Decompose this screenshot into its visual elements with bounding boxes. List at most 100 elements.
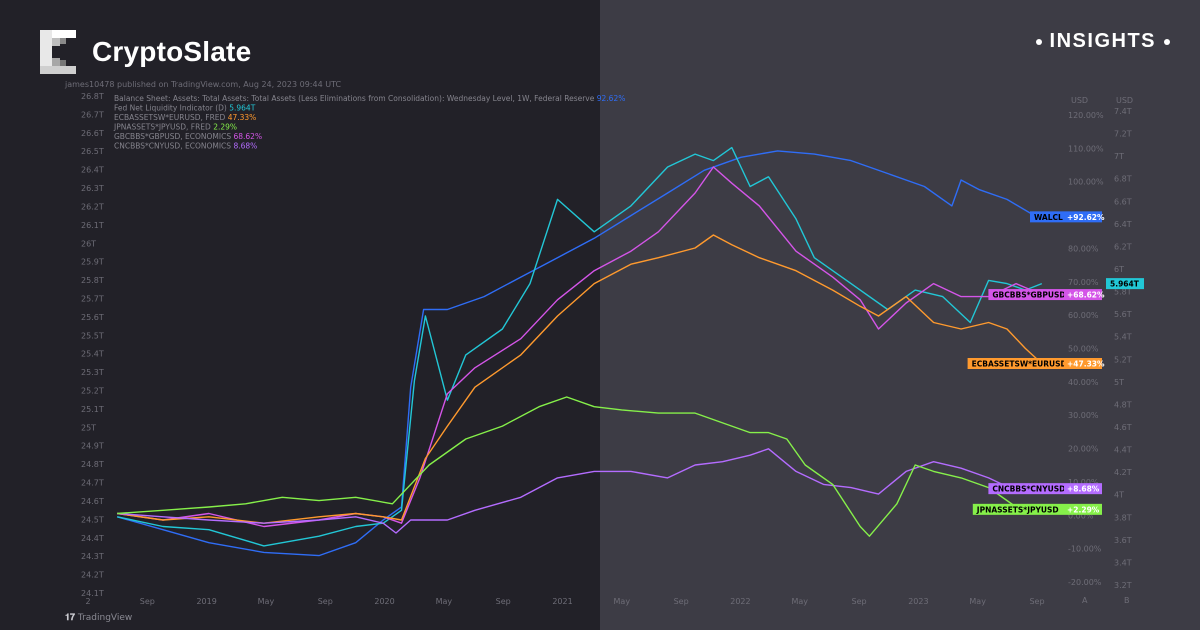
x-axis-tick: 2020 (374, 597, 394, 606)
series-line-2 (117, 166, 1043, 528)
left-axis-tick: 25.5T (81, 331, 104, 340)
absolute-axis-tick: 3.4T (1114, 558, 1132, 567)
brand-name: CryptoSlate (92, 36, 252, 67)
series-tags: WALCL +92.62% 5.964T GBCBBS*GBPUSD +68.62% EC… (967, 211, 1144, 515)
svg-text:JPNASSETS*JPYUSD: JPNASSETS*JPYUSD (976, 505, 1059, 514)
x-axis: 2 Sep 2019 May Sep 2020 May Sep 2021 May Sep 2022 Ma… (85, 597, 1044, 606)
absolute-axis-tick: 6.2T (1114, 242, 1132, 251)
x-axis-tick: May (791, 597, 808, 606)
series-line-4 (117, 448, 1042, 534)
svg-text:+92.62%: +92.62% (1067, 213, 1105, 222)
percent-axis-tick: -10.00% (1068, 545, 1102, 554)
series-line-5 (117, 396, 1042, 537)
series-line-0 (117, 150, 1042, 557)
left-axis: 26.8T 26.7T 26.6T 26.5T 26.4T 26.3T 26.2T 26.1T… (81, 92, 104, 598)
legend-entry-2: ECBASSETSW*EURUSD, FRED 47.33% (114, 113, 256, 122)
svg-text:+8.68%: +8.68% (1067, 485, 1100, 494)
percent-axis-tick: 60.00% (1068, 311, 1099, 320)
left-axis-tick: 24.6T (81, 497, 104, 506)
x-axis-tick: 2019 (196, 597, 216, 606)
left-axis-tick: 24.4T (81, 534, 104, 543)
x-axis-tick: Sep (318, 597, 333, 606)
legend-entry-5: CNCBBS*CNYUSD, ECONOMICS 8.68% (114, 142, 257, 151)
left-axis-tick: 25T (81, 423, 96, 432)
percent-axis-tick: 20.00% (1068, 445, 1099, 454)
left-axis-tick: 25.3T (81, 368, 104, 377)
absolute-axis-tick: 4.4T (1114, 446, 1132, 455)
left-axis-tick: 24.5T (81, 515, 104, 524)
left-axis-tick: 25.9T (81, 258, 104, 267)
percent-axis-footer: A (1082, 596, 1088, 605)
series-line-3 (117, 234, 1043, 524)
left-axis-tick: 26.7T (81, 110, 104, 119)
percent-axis: USD120.00%110.00%100.00%90.00%80.00%70.0… (1068, 96, 1104, 605)
percent-axis-tick: 40.00% (1068, 378, 1099, 387)
left-axis-tick: 24.7T (81, 479, 104, 488)
left-axis-tick: 25.7T (81, 294, 104, 303)
series-tag-5: JPNASSETS*JPYUSD +2.29% (972, 503, 1102, 515)
svg-text:GBCBBS*GBPUSD: GBCBBS*GBPUSD (992, 291, 1065, 300)
series-tag-1: 5.964T (1106, 278, 1144, 290)
absolute-axis-tick: 7.4T (1114, 107, 1132, 116)
percent-axis-tick: 70.00% (1068, 278, 1099, 287)
absolute-axis-tick: 6.6T (1114, 197, 1132, 206)
absolute-axis-tick: 6.4T (1114, 220, 1132, 229)
insights-badge: INSIGHTS (1035, 30, 1170, 53)
series-line-1 (117, 146, 1043, 547)
svg-text:+68.62%: +68.62% (1067, 291, 1105, 300)
svg-text:5.964T: 5.964T (1110, 280, 1140, 289)
absolute-axis-tick: 5.6T (1114, 310, 1132, 319)
x-axis-tick: Sep (496, 597, 511, 606)
absolute-axis-tick: 4.8T (1114, 400, 1132, 409)
legend-entry-4: GBCBBS*GBPUSD, ECONOMICS 68.62% (114, 132, 262, 141)
x-axis-tick: Sep (1029, 597, 1044, 606)
background-left (0, 0, 600, 630)
percent-axis-tick: 50.00% (1068, 345, 1099, 354)
left-axis-tick: 26.3T (81, 184, 104, 193)
tradingview-label: TradingView (77, 613, 133, 623)
percent-axis-tick: 30.00% (1068, 411, 1099, 420)
tradingview-footer: 𝟏𝟕 TradingView (65, 613, 132, 623)
x-axis-tick: Sep (674, 597, 689, 606)
x-axis-tick: 2023 (908, 597, 928, 606)
left-axis-tick: 26.1T (81, 221, 104, 230)
absolute-axis-tick: 4.6T (1114, 423, 1132, 432)
dot-icon (1164, 38, 1170, 45)
left-axis-tick: 24.8T (81, 460, 104, 469)
percent-axis-tick: 120.00% (1068, 111, 1104, 120)
x-axis-tick: May (436, 597, 453, 606)
left-axis-tick: 24.2T (81, 571, 104, 580)
absolute-axis-unit: USD (1116, 96, 1133, 105)
series-layer (117, 146, 1043, 557)
left-axis-tick: 24.3T (81, 552, 104, 561)
left-axis-tick: 25.8T (81, 276, 104, 285)
left-axis-tick: 24.1T (81, 589, 104, 598)
percent-axis-tick: 110.00% (1068, 144, 1104, 153)
tradingview-logo-icon: 𝟏𝟕 (65, 613, 76, 623)
left-axis-tick: 26.5T (81, 147, 104, 156)
percent-axis-unit: USD (1071, 96, 1088, 105)
absolute-axis-tick: 7T (1114, 152, 1124, 161)
left-axis-tick: 25.6T (81, 313, 104, 322)
absolute-axis-tick: 5.8T (1114, 288, 1132, 297)
x-axis-tick: May (258, 597, 275, 606)
absolute-axis-tick: 7.2T (1114, 130, 1132, 139)
series-tag-4: CNCBBS*CNYUSD +8.68% (988, 483, 1102, 495)
absolute-axis-tick: 6T (1114, 265, 1124, 274)
dot-icon (1035, 38, 1042, 45)
series-tag-3: ECBASSETSW*EURUSD +47.33% (967, 358, 1105, 370)
legend-entry-0: Balance Sheet: Assets: Total Assets: Tot… (114, 94, 625, 103)
left-axis-tick: 25.1T (81, 405, 104, 414)
legend-entry-1: Fed Net Liquidity Indicator (D) 5.964T (114, 104, 256, 113)
x-axis-tick: 2 (85, 597, 90, 606)
absolute-axis-tick: 6.8T (1114, 175, 1132, 184)
background-right (600, 0, 1200, 630)
absolute-axis-tick: 5.4T (1114, 333, 1132, 342)
svg-text:WALCL: WALCL (1034, 213, 1063, 222)
svg-text:+2.29%: +2.29% (1067, 505, 1100, 514)
percent-axis-tick: 80.00% (1068, 244, 1099, 253)
absolute-axis: USD 7.4T 7.2T 7T 6.8T 6.6T 6.4T 6.2T 6T 5.8T 5.6T 5… (1114, 96, 1133, 605)
brand: CryptoSlate (40, 30, 251, 74)
series-tag-2: GBCBBS*GBPUSD +68.62% (988, 289, 1105, 301)
